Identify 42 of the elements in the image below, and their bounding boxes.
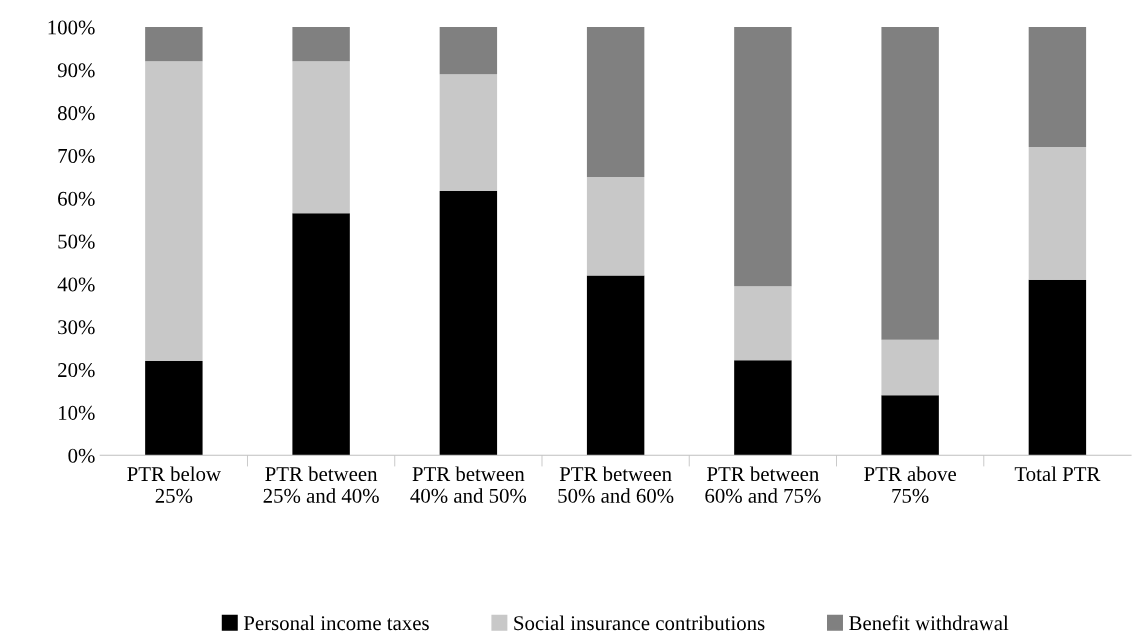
y-tick-label: 100% [48, 20, 95, 35]
y-tick-label: 80% [57, 106, 95, 121]
x-tick-label: PTR above 75% [864, 466, 956, 503]
y-tick-label: 0% [68, 448, 95, 463]
bar [734, 360, 792, 456]
bar [734, 286, 792, 361]
y-tick-label: 20% [58, 363, 95, 378]
y-tick-label: 40% [57, 277, 95, 292]
bar [439, 191, 498, 456]
bar [145, 61, 203, 362]
bar [734, 27, 792, 287]
x-tick-label: PTR between 25% and 40% [263, 466, 379, 503]
y-tick-label: 60% [58, 191, 95, 206]
x-tick-label: Total PTR [1014, 466, 1101, 482]
bar [439, 27, 498, 75]
x-tick-label: PTR between 40% and 50% [410, 466, 527, 503]
bar [292, 61, 350, 214]
bar [292, 213, 350, 456]
y-tick-label: 50% [58, 234, 95, 249]
bar [292, 27, 350, 62]
bar [1028, 279, 1087, 456]
bar [586, 275, 645, 456]
bar [145, 361, 203, 456]
bar [881, 395, 939, 456]
bar [1028, 146, 1087, 280]
bar [881, 27, 939, 340]
y-tick-label: 10% [59, 405, 95, 420]
legend-label: Social insurance contributions [514, 615, 765, 631]
y-tick-label: 70% [58, 148, 95, 164]
bar [586, 27, 645, 177]
x-tick-label: PTR between 60% and 75% [705, 466, 821, 503]
y-tick-label: 30% [58, 320, 95, 335]
bar [881, 339, 939, 396]
bar [586, 176, 645, 276]
legend-label: Benefit withdrawal [849, 615, 1009, 631]
bar [145, 27, 203, 62]
x-tick-label: PTR between 50% and 60% [558, 466, 674, 503]
y-tick-label: 90% [57, 63, 95, 78]
x-tick-label: PTR below 25% [127, 466, 221, 503]
legend-label: Personal income taxes [243, 615, 429, 631]
bar [439, 74, 498, 192]
bar [1028, 27, 1087, 147]
